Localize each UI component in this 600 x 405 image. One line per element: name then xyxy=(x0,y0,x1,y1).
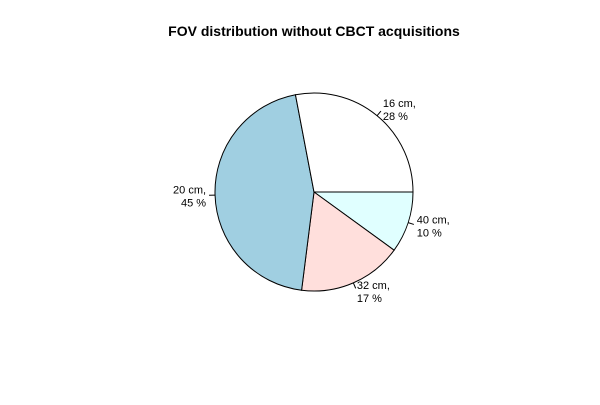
pie-slice-label: 20 cm,45 % xyxy=(173,184,206,209)
pie-slice-label: 40 cm,10 % xyxy=(417,214,450,239)
pie-label-tick xyxy=(408,223,414,225)
pie-slice xyxy=(215,95,314,290)
pie-label-tick xyxy=(353,283,355,289)
pie-label-tick xyxy=(377,111,381,116)
pie-slice-label: 16 cm,28 % xyxy=(383,98,416,123)
chart-title: FOV distribution without CBCT acquisitio… xyxy=(168,23,460,39)
pie-slice-label: 32 cm,17 % xyxy=(357,280,390,305)
